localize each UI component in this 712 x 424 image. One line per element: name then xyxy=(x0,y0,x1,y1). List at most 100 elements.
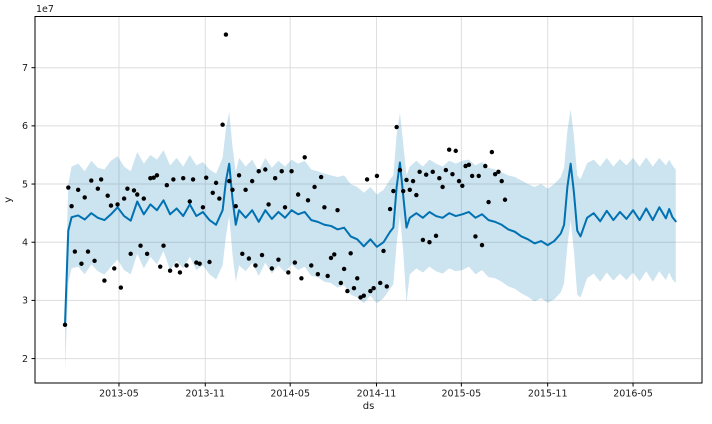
scatter-point xyxy=(135,192,140,197)
scatter-point xyxy=(420,237,426,243)
scatter-point xyxy=(479,242,485,248)
scatter-point xyxy=(469,173,475,179)
scatter-point xyxy=(207,259,212,265)
scatter-point xyxy=(476,173,481,179)
scatter-point xyxy=(204,175,209,180)
scatter-point xyxy=(82,195,87,200)
scatter-point xyxy=(371,285,376,291)
scatter-point xyxy=(200,205,206,210)
scatter-point xyxy=(190,177,196,182)
scatter-point xyxy=(131,188,137,193)
y-tick-label: 4 xyxy=(22,238,28,249)
scatter-point xyxy=(325,273,330,279)
scatter-point xyxy=(282,205,288,210)
scatter-point xyxy=(466,162,472,168)
y-tick-label: 6 xyxy=(22,121,28,132)
scatter-point xyxy=(456,178,462,184)
scatter-point xyxy=(164,183,170,188)
scatter-point xyxy=(187,199,192,204)
scatter-point xyxy=(217,196,222,201)
scatter-point xyxy=(108,203,114,208)
scatter-point xyxy=(89,178,94,183)
y-axis-title: y xyxy=(3,197,14,203)
scatter-point xyxy=(391,188,396,194)
scatter-point xyxy=(98,177,104,182)
scatter-point xyxy=(62,322,68,328)
scatter-point xyxy=(112,266,117,271)
x-tick-label: 2014-11 xyxy=(357,389,397,400)
scatter-point xyxy=(85,249,91,254)
scatter-point xyxy=(351,285,357,291)
scatter-point xyxy=(272,176,278,181)
y-axis: 2 3 4 5 6 7 xyxy=(22,63,35,365)
x-tick-label: 2016-05 xyxy=(613,389,653,400)
y-tick-label: 3 xyxy=(22,296,28,307)
x-tick-label: 2015-11 xyxy=(528,389,568,400)
scatter-point xyxy=(341,266,347,272)
scatter-point xyxy=(332,252,337,257)
scatter-point xyxy=(446,147,452,152)
scatter-point xyxy=(95,186,101,191)
scatter-point xyxy=(374,173,380,179)
scatter-point xyxy=(249,178,255,184)
scatter-point xyxy=(502,197,508,202)
scatter-point xyxy=(397,167,403,173)
scatter-point xyxy=(121,196,127,201)
scatter-point xyxy=(286,270,291,275)
scatter-point xyxy=(72,249,78,254)
observations xyxy=(62,32,508,328)
scatter-point xyxy=(240,251,245,257)
scatter-point xyxy=(312,184,317,190)
scatter-point xyxy=(473,234,478,239)
scatter-point xyxy=(105,193,110,198)
scatter-point xyxy=(414,192,419,198)
scatter-point xyxy=(358,295,363,300)
y-offset-label: 1e7 xyxy=(36,4,54,15)
y-tick-label: 2 xyxy=(22,354,28,365)
scatter-point xyxy=(440,184,445,190)
x-axis-title: ds xyxy=(363,401,375,412)
scatter-point xyxy=(302,155,307,160)
scatter-point xyxy=(384,284,389,289)
scatter-point xyxy=(417,169,422,175)
scatter-point xyxy=(315,272,321,277)
scatter-point xyxy=(161,243,166,248)
scatter-point xyxy=(220,122,225,127)
scatter-point xyxy=(450,171,455,177)
scatter-point xyxy=(174,263,179,268)
scatter-point xyxy=(233,203,238,209)
plot-spines xyxy=(34,16,703,384)
scatter-point xyxy=(148,176,153,181)
scatter-point xyxy=(184,263,189,268)
scatter-point xyxy=(299,276,304,281)
scatter-point xyxy=(197,261,202,266)
scatter-point xyxy=(499,178,504,184)
scatter-point xyxy=(433,233,439,239)
scatter-point xyxy=(430,169,435,175)
forecast-line xyxy=(64,161,677,325)
scatter-point xyxy=(460,183,465,188)
scatter-point xyxy=(230,187,235,193)
scatter-point xyxy=(401,188,406,194)
scatter-point xyxy=(486,199,491,205)
scatter-point xyxy=(158,264,163,269)
scatter-point xyxy=(492,171,498,177)
scatter-point xyxy=(381,248,386,254)
scatter-point xyxy=(348,251,353,256)
scatter-point xyxy=(355,276,360,281)
scatter-point xyxy=(154,173,160,178)
scatter-point xyxy=(118,285,124,290)
scatter-point xyxy=(69,203,74,209)
scatter-point xyxy=(276,257,281,262)
scatter-point xyxy=(427,240,432,245)
scatter-point xyxy=(361,293,367,298)
scatter-point xyxy=(79,261,84,266)
scatter-point xyxy=(141,196,147,201)
scatter-point xyxy=(322,205,327,210)
scatter-point xyxy=(210,190,215,195)
scatter-point xyxy=(269,266,275,271)
scatter-point xyxy=(213,180,219,186)
scatter-point xyxy=(144,251,150,257)
scatter-point xyxy=(151,175,156,180)
